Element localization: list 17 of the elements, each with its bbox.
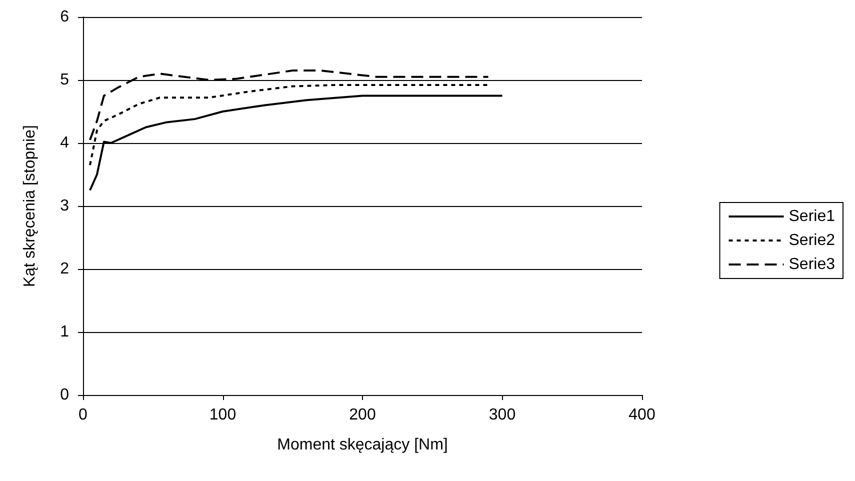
y-tick-label: 2 xyxy=(60,260,70,278)
legend-label: Serie2 xyxy=(788,232,836,249)
legend-label: Serie1 xyxy=(788,208,836,225)
y-tick-label: 3 xyxy=(60,198,70,214)
x-tick-label: 200 xyxy=(349,406,376,424)
x-tick-label: 400 xyxy=(628,406,656,424)
y-tick-label: 6 xyxy=(60,8,70,26)
y-tick-label: 5 xyxy=(60,72,70,88)
x-tick-label: 300 xyxy=(488,406,516,424)
x-tick-label: 0 xyxy=(78,406,88,424)
x-tick-label: 100 xyxy=(209,406,236,424)
legend-label: Serie3 xyxy=(788,256,836,273)
y-tick-label: 0 xyxy=(60,386,70,404)
y-axis-title: Kąt skręcenia [stopnie] xyxy=(22,125,38,287)
x-axis-title: Moment skęcający [Nm] xyxy=(277,436,448,454)
y-tick-label: 1 xyxy=(60,324,70,340)
y-tick-label: 4 xyxy=(60,134,70,152)
